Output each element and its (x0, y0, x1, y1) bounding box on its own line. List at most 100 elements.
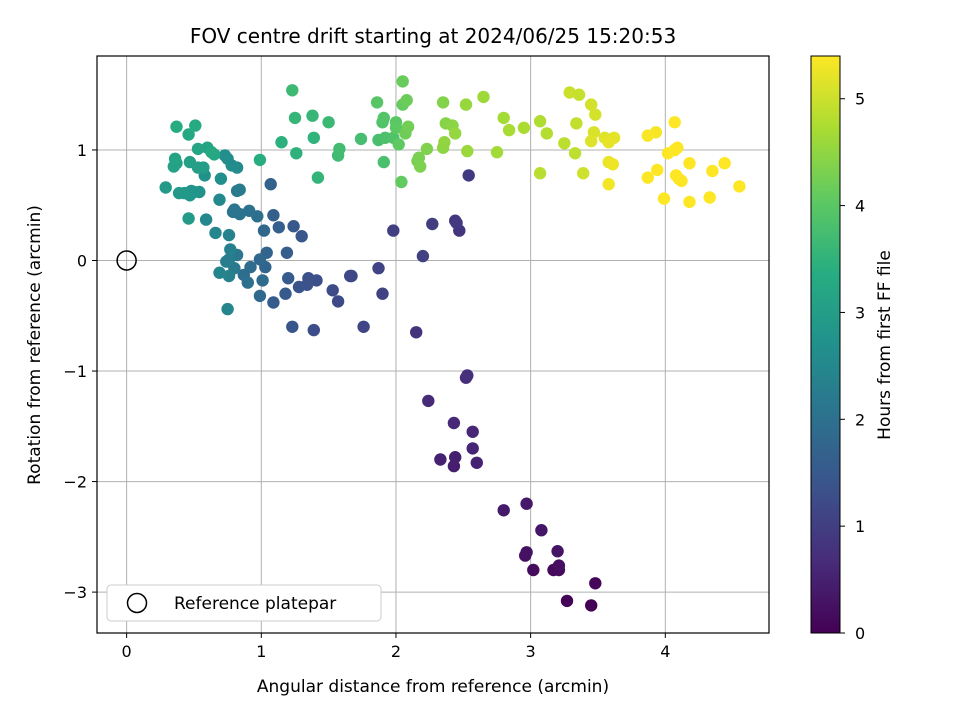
data-point (572, 88, 586, 101)
plot-frame (96, 55, 770, 634)
y-tick-label: −1 (63, 362, 87, 381)
data-point (563, 86, 576, 99)
data-point (275, 136, 288, 149)
colorbar-ticks: 0 1 2 3 4 5 (840, 90, 865, 643)
data-points (159, 75, 746, 612)
y-tick-label: 1 (77, 141, 87, 160)
data-point (272, 221, 285, 234)
data-point (307, 323, 320, 337)
data-point (168, 152, 182, 165)
data-point (311, 171, 325, 184)
data-point (733, 180, 746, 193)
data-point (416, 249, 430, 263)
data-point (497, 111, 510, 125)
data-point (450, 216, 463, 230)
data-point (267, 209, 280, 222)
data-point (585, 134, 598, 148)
colorbar-tick-label: 2 (855, 410, 865, 429)
data-point (683, 157, 696, 170)
data-point (282, 272, 295, 285)
data-point (222, 269, 236, 283)
y-tick-label: −2 (63, 473, 87, 492)
data-point (671, 141, 684, 154)
colorbar-tick-label: 3 (855, 303, 865, 322)
data-point (221, 302, 234, 316)
data-point (490, 146, 504, 159)
data-point (706, 164, 719, 178)
data-point (558, 137, 571, 150)
data-point (241, 276, 254, 289)
data-point (182, 212, 195, 225)
data-point (461, 369, 474, 382)
data-point (401, 120, 415, 133)
data-point (333, 142, 346, 156)
data-point (396, 75, 409, 88)
data-point (449, 451, 462, 464)
data-point (295, 230, 308, 243)
data-point (222, 228, 236, 242)
data-point (718, 157, 731, 170)
data-point (344, 269, 357, 283)
data-point (641, 129, 654, 142)
data-point (264, 178, 277, 191)
reference-marker-group (116, 250, 137, 271)
data-point (170, 120, 183, 133)
data-point (213, 266, 226, 279)
data-point (551, 545, 564, 558)
data-point (703, 191, 716, 204)
data-point (422, 394, 435, 408)
data-point (370, 96, 384, 109)
data-point (668, 116, 681, 129)
data-point (585, 599, 598, 612)
x-tick-label: 0 (122, 642, 132, 661)
data-point (589, 108, 602, 121)
data-point (520, 546, 533, 559)
data-point (568, 147, 582, 160)
data-point (280, 246, 294, 259)
data-point (400, 94, 413, 107)
data-point (461, 144, 474, 158)
data-point (220, 255, 233, 268)
colorbar-label: Hours from first FF file (875, 250, 895, 440)
data-point (420, 142, 434, 156)
data-point (585, 98, 598, 111)
data-point (527, 563, 540, 577)
data-point (392, 138, 405, 151)
data-point (372, 262, 385, 275)
data-point (602, 136, 615, 149)
data-point (414, 160, 427, 173)
data-point (641, 171, 654, 184)
data-point (459, 98, 473, 111)
data-point (651, 163, 664, 177)
colorbar-tick-label: 4 (855, 197, 865, 216)
data-point (191, 142, 205, 156)
data-point (497, 504, 510, 517)
data-point (306, 109, 319, 122)
data-point (438, 136, 451, 149)
y-tick-label: 0 (77, 251, 87, 270)
data-point (672, 172, 685, 185)
data-point (533, 167, 547, 180)
y-axis-ticks: −3 −2 −1 0 1 (63, 141, 97, 602)
data-point (357, 320, 370, 333)
y-tick-label: −3 (63, 583, 87, 602)
data-point (182, 128, 195, 141)
data-point (256, 274, 269, 287)
data-point (570, 117, 583, 130)
data-point (577, 167, 590, 180)
data-point (253, 289, 267, 303)
data-point (322, 116, 335, 129)
data-point (540, 127, 553, 140)
y-axis-label: Rotation from reference (arcmin) (25, 205, 45, 485)
data-point (606, 158, 619, 171)
x-axis-ticks: 0 1 2 3 4 (122, 633, 670, 661)
data-point (218, 149, 232, 162)
colorbar: 0 1 2 3 4 5 Hours from first FF file (810, 55, 895, 643)
data-point (172, 186, 186, 200)
data-point (466, 442, 479, 455)
data-point (535, 524, 548, 537)
data-point (462, 169, 475, 182)
data-point (434, 453, 447, 466)
data-point (377, 111, 390, 125)
data-point (159, 181, 172, 194)
